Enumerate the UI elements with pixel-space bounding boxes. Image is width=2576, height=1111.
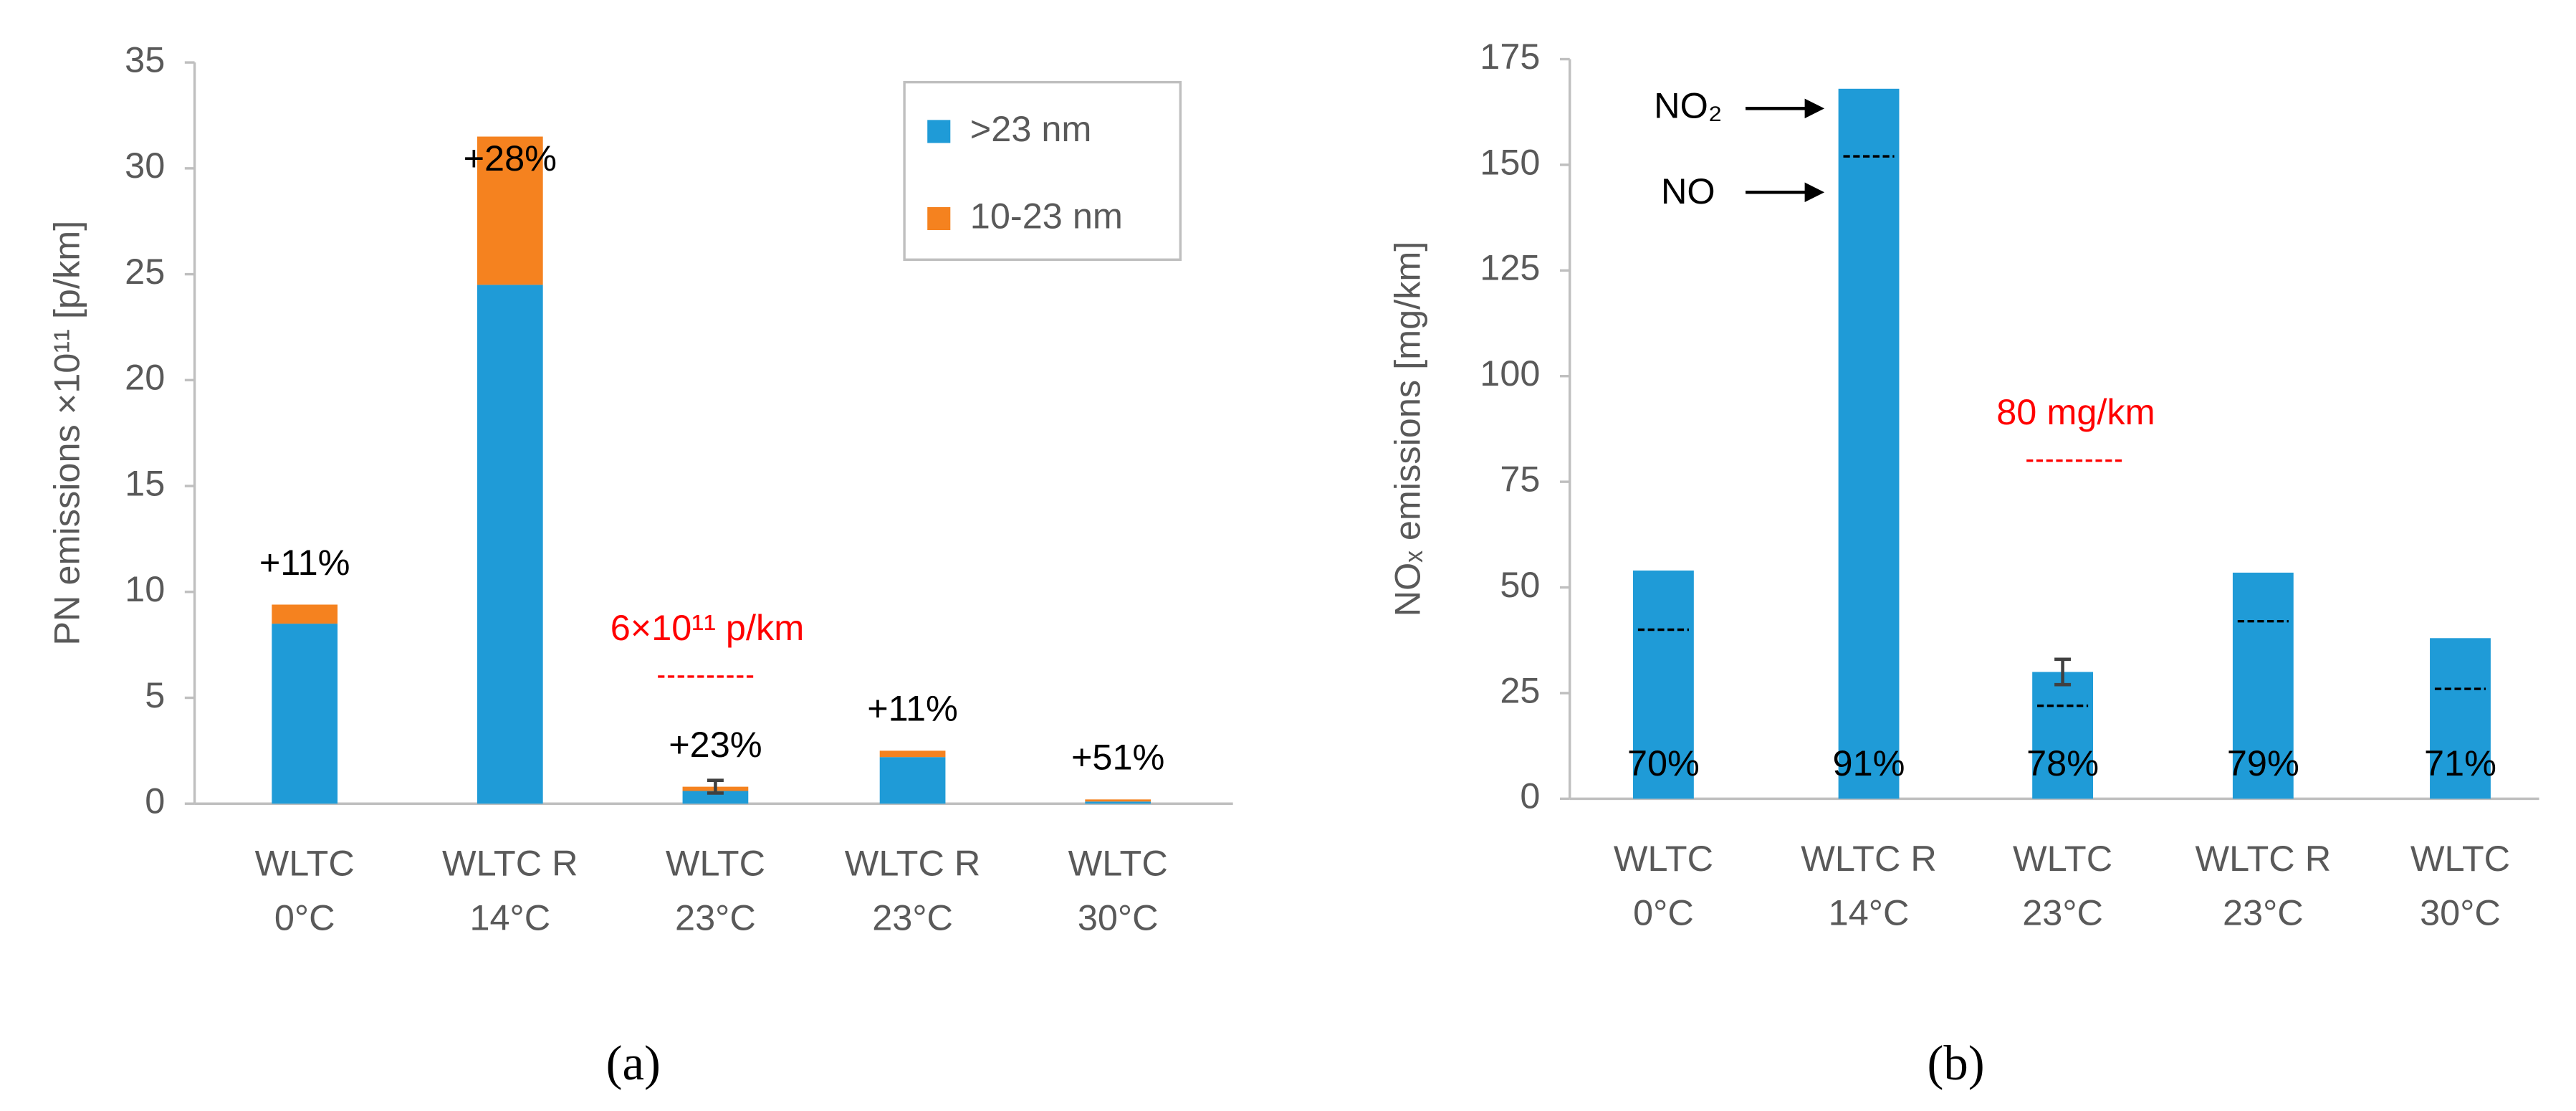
bar-annotation: +51% [1071, 737, 1164, 778]
y-tick-label: 125 [1480, 247, 1540, 288]
share-label: 91% [1833, 743, 1905, 783]
bar [2032, 672, 2094, 799]
arrow-head [1804, 182, 1825, 203]
y-tick-label: 0 [145, 781, 165, 821]
x-tick-label: WLTC [666, 843, 765, 884]
y-axis-label: PN emissions ×10¹¹ [p/km] [47, 221, 87, 646]
y-tick-label: 75 [1500, 458, 1540, 499]
x-tick-label: WLTC [2013, 838, 2112, 879]
x-tick-label: 0°C [274, 897, 335, 938]
legend-label: 10-23 nm [970, 195, 1123, 236]
share-label: 71% [2424, 743, 2496, 783]
x-tick-label: 23°C [675, 897, 756, 938]
limit-label: 6×10¹¹ p/km [611, 607, 805, 648]
y-tick-label: 5 [145, 674, 165, 715]
x-tick-label: WLTC R [2196, 838, 2332, 879]
bar-annotation: +28% [464, 138, 557, 178]
limit-label: 80 mg/km [1996, 391, 2155, 432]
arrow-head [1804, 98, 1825, 119]
x-tick-label: 23°C [2022, 892, 2103, 933]
arrow-label: NO₂ [1654, 85, 1722, 126]
x-tick-label: 0°C [1633, 892, 1694, 933]
legend-label: >23 nm [970, 108, 1092, 149]
bar-segment [1085, 801, 1151, 804]
x-tick-label: 14°C [1829, 892, 1910, 933]
bar-annotation: +11% [259, 542, 350, 583]
y-tick-label: 25 [125, 251, 165, 292]
y-tick-label: 35 [125, 39, 165, 80]
bar-segment [272, 604, 338, 624]
x-tick-label: WLTC [255, 843, 355, 884]
y-tick-label: 50 [1500, 564, 1540, 605]
x-tick-label: 23°C [872, 897, 953, 938]
caption: (b) [1927, 1036, 1984, 1090]
x-tick-label: 23°C [2223, 892, 2304, 933]
legend-swatch [927, 120, 951, 143]
y-tick-label: 10 [125, 568, 165, 609]
y-tick-label: 15 [125, 462, 165, 503]
bar-segment [879, 750, 946, 758]
share-label: 79% [2227, 743, 2299, 783]
bar [1633, 570, 1694, 799]
share-label: 78% [2026, 743, 2099, 783]
bar-segment [1085, 799, 1151, 802]
bar-annotation: +11% [867, 688, 958, 729]
bar-segment [477, 136, 543, 285]
y-tick-label: 150 [1480, 141, 1540, 182]
error-bar [707, 778, 724, 795]
x-tick-label: WLTC R [1801, 838, 1937, 879]
bar-segment [682, 791, 749, 804]
bar-segment [477, 285, 543, 804]
bar [2232, 572, 2294, 799]
y-tick-label: 175 [1480, 36, 1540, 77]
legend-swatch [927, 206, 951, 231]
bar-segment [879, 757, 946, 804]
y-tick-label: 25 [1500, 669, 1540, 710]
x-tick-label: WLTC [1068, 843, 1168, 884]
bar [2430, 638, 2491, 799]
bar-segment [272, 624, 338, 804]
x-tick-label: 30°C [2420, 892, 2501, 933]
caption: (a) [606, 1036, 661, 1090]
x-tick-label: 14°C [469, 897, 550, 938]
y-tick-label: 100 [1480, 353, 1540, 394]
y-tick-label: 20 [125, 357, 165, 398]
x-tick-label: 30°C [1078, 897, 1159, 938]
x-tick-label: WLTC R [845, 843, 981, 884]
x-tick-label: WLTC R [442, 843, 578, 884]
y-tick-label: 30 [125, 145, 165, 186]
bar [1838, 88, 1900, 799]
bar-annotation: +23% [669, 724, 762, 765]
y-axis-label: NOₓ emissions [mg/km] [1387, 242, 1428, 617]
share-label: 70% [1627, 743, 1700, 783]
y-tick-label: 0 [1520, 776, 1540, 816]
arrow-label: NO [1661, 171, 1715, 211]
error-bar [2054, 657, 2072, 687]
x-tick-label: WLTC [2410, 838, 2510, 879]
x-tick-label: WLTC [1614, 838, 1713, 879]
